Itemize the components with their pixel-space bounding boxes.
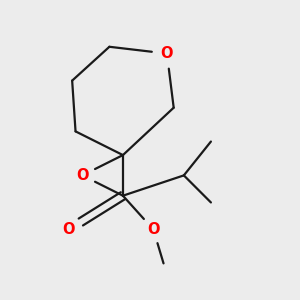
Text: O: O	[76, 168, 88, 183]
Text: O: O	[147, 222, 160, 237]
Text: O: O	[161, 46, 173, 61]
Text: O: O	[62, 222, 75, 237]
